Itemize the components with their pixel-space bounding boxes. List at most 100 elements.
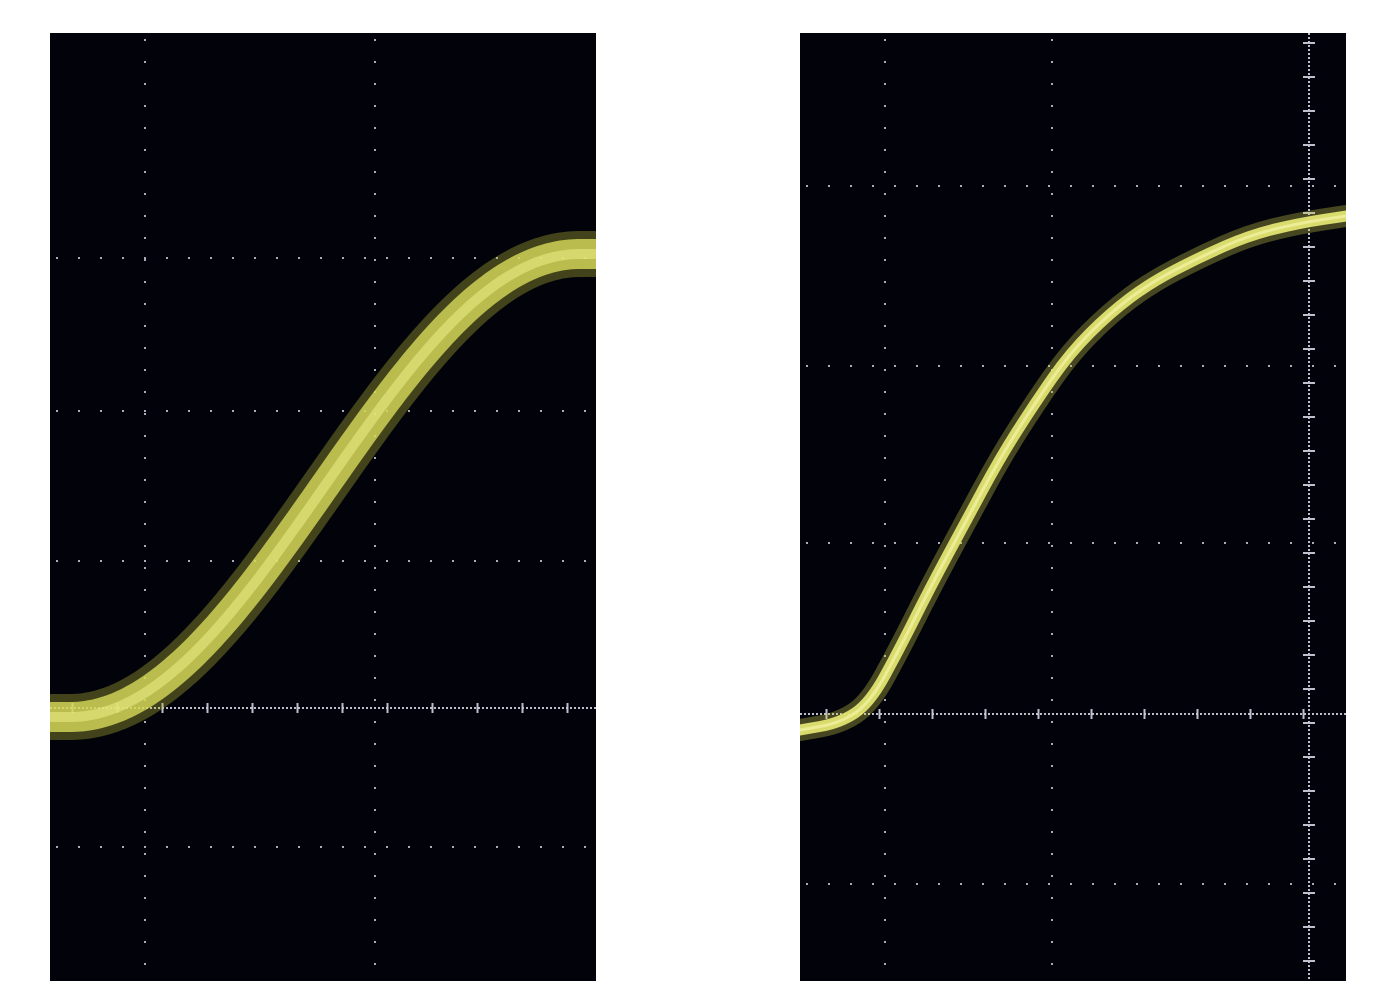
axis-dot: [542, 707, 544, 709]
axis-dot: [1284, 713, 1286, 715]
grid-dot: [1051, 743, 1053, 745]
grid-dot: [408, 257, 410, 259]
axis-dot: [1244, 713, 1246, 715]
axis-dot: [338, 707, 340, 709]
axis-dot: [594, 707, 596, 709]
grid-dot: [144, 127, 146, 129]
grid-dot: [374, 765, 376, 767]
axis-dot: [1288, 713, 1290, 715]
grid-dot: [1246, 883, 1248, 885]
axis-dot: [1000, 713, 1002, 715]
grid-dot: [474, 410, 476, 412]
grid-dot: [100, 846, 102, 848]
axis-dot: [1308, 849, 1310, 851]
axis-dot: [824, 713, 826, 715]
axis-dot: [1320, 713, 1322, 715]
grid-dot: [144, 633, 146, 635]
grid-dot: [374, 215, 376, 217]
grid-dot: [884, 39, 886, 41]
axis-dot: [194, 707, 196, 709]
grid-dot: [1114, 542, 1116, 544]
grid-dot: [144, 39, 146, 41]
axis-dot: [1232, 713, 1234, 715]
axis-dot: [1236, 713, 1238, 715]
grid-dot: [1290, 883, 1292, 885]
axis-dot: [310, 707, 312, 709]
axis-dot: [1308, 785, 1310, 787]
grid-dot: [144, 560, 146, 562]
axis-dot: [1308, 197, 1310, 199]
axis-dot: [330, 707, 332, 709]
axis-dot: [1308, 489, 1310, 491]
grid-dot: [1051, 479, 1053, 481]
axis-dot: [1128, 713, 1130, 715]
axis-dot: [1308, 261, 1310, 263]
grid-dot: [884, 413, 886, 415]
grid-dot: [884, 457, 886, 459]
grid-dot: [916, 185, 918, 187]
axis-dot: [274, 707, 276, 709]
grid-dot: [374, 171, 376, 173]
grid-dot: [254, 410, 256, 412]
axis-dot: [1168, 713, 1170, 715]
axis-dot: [362, 707, 364, 709]
axis-dot: [936, 713, 938, 715]
grid-dot: [1136, 542, 1138, 544]
grid-dot: [938, 185, 940, 187]
axis-dot: [1308, 325, 1310, 327]
axis-dot: [322, 707, 324, 709]
axis-dot: [582, 707, 584, 709]
grid-dot: [364, 846, 366, 848]
grid-dot: [884, 963, 886, 965]
axis-dot: [1308, 629, 1310, 631]
grid-dot: [320, 410, 322, 412]
axis-dot: [182, 707, 184, 709]
axis-dot: [1308, 681, 1310, 683]
grid-dot: [1048, 542, 1050, 544]
axis-dot: [840, 713, 842, 715]
axis-dot: [1308, 861, 1310, 863]
grid-dot: [884, 501, 886, 503]
grid-dot: [374, 501, 376, 503]
grid-dot: [850, 542, 852, 544]
grid-dot: [1246, 542, 1248, 544]
axis-dot: [1308, 549, 1310, 551]
axis-dot: [1308, 81, 1310, 83]
axis-tick: [1303, 144, 1315, 146]
axis-tick: [566, 703, 569, 713]
grid-dot: [540, 410, 542, 412]
grid-dot: [884, 545, 886, 547]
grid-dot: [938, 365, 940, 367]
grid-dot: [144, 853, 146, 855]
axis-dot: [294, 707, 296, 709]
grid-dot: [562, 560, 564, 562]
axis-dot: [1012, 713, 1014, 715]
axis-dot: [1308, 453, 1310, 455]
axis-dot: [1308, 249, 1310, 251]
axis-dot: [350, 707, 352, 709]
axis-dot: [1308, 777, 1310, 779]
grid-dot: [806, 365, 808, 367]
grid-dot: [1312, 185, 1314, 187]
axis-dot: [170, 707, 172, 709]
grid-dot: [144, 281, 146, 283]
grid-dot: [374, 809, 376, 811]
axis-dot: [1328, 713, 1330, 715]
grid-dot: [1051, 435, 1053, 437]
grid-dot: [496, 846, 498, 848]
grid-dot: [1290, 185, 1292, 187]
grid-dot: [894, 883, 896, 885]
grid-dot: [144, 325, 146, 327]
axis-dot: [414, 707, 416, 709]
grid-dot: [884, 61, 886, 63]
grid-dot: [430, 846, 432, 848]
axis-dot: [1308, 301, 1310, 303]
grid-dot: [374, 787, 376, 789]
grid-dot: [144, 237, 146, 239]
axis-dot: [1084, 713, 1086, 715]
axis-dot: [1308, 69, 1310, 71]
axis-dot: [1304, 713, 1306, 715]
axis-dot: [1308, 501, 1310, 503]
axis-dot: [538, 707, 540, 709]
grid-dot: [452, 846, 454, 848]
